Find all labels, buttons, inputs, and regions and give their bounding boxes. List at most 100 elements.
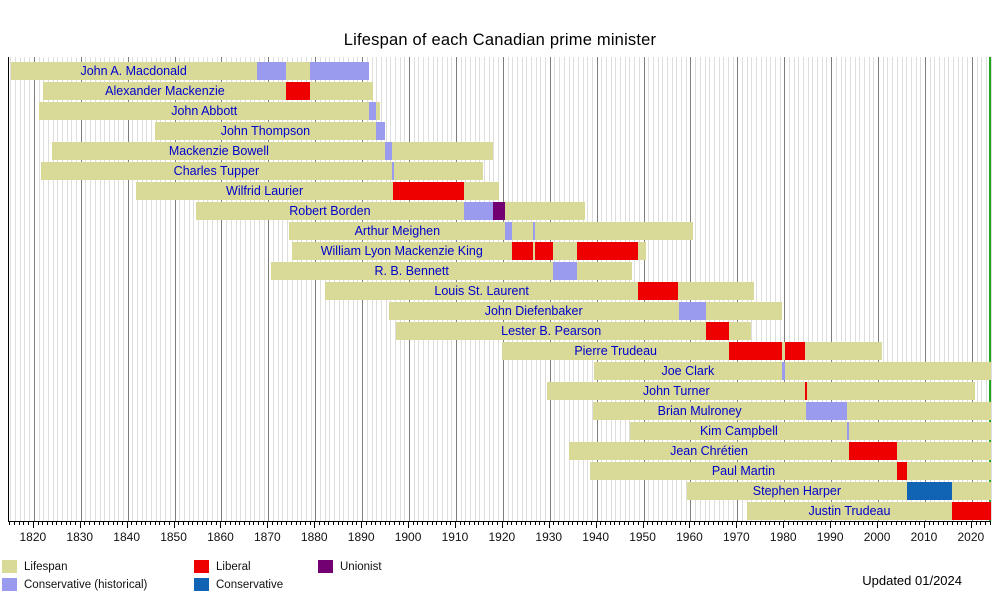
axis-tick-label: 1860 (207, 530, 234, 544)
axis-minor-tick (717, 522, 719, 525)
lifespan-bar (388, 302, 783, 320)
decade-gridline (127, 57, 129, 521)
axis-major-tick (783, 522, 785, 528)
pm-name-label: Stephen Harper (752, 484, 842, 498)
axis-minor-tick (248, 522, 250, 525)
term-segment (385, 142, 392, 160)
legend-label: Unionist (340, 560, 382, 573)
axis-minor-tick (797, 522, 799, 525)
year-gridline (990, 57, 992, 521)
year-gridline (849, 57, 851, 521)
pm-name-label: Kim Campbell (699, 424, 778, 438)
axis-minor-tick (84, 522, 86, 525)
term-segment (512, 242, 534, 260)
term-segment (705, 322, 730, 340)
axis-minor-tick (755, 522, 757, 525)
axis-minor-tick (403, 522, 405, 525)
year-gridline (151, 57, 153, 521)
axis-minor-tick (764, 522, 766, 525)
axis-minor-tick (647, 522, 649, 525)
term-segment (805, 382, 808, 400)
axis-minor-tick (365, 522, 367, 525)
year-gridline (962, 57, 964, 521)
axis-minor-tick (187, 522, 189, 525)
axis-minor-tick (286, 522, 288, 525)
legend-label: Liberal (216, 560, 251, 573)
lifespan-bar (325, 282, 754, 300)
year-gridline (934, 57, 936, 521)
axis-minor-tick (257, 522, 259, 525)
year-gridline (62, 57, 63, 521)
axis-minor-tick (370, 522, 372, 525)
year-gridline (882, 57, 884, 521)
legend-swatch (2, 560, 17, 573)
pm-name-label: John Turner (642, 384, 710, 398)
year-gridline (122, 57, 124, 521)
year-gridline (263, 57, 265, 521)
year-gridline (19, 57, 21, 521)
axis-minor-tick (703, 522, 705, 525)
year-gridline (319, 57, 321, 521)
year-gridline (188, 57, 190, 521)
axis-tick-label: 1840 (113, 530, 141, 544)
axis-minor-tick (853, 522, 855, 525)
term-segment (806, 402, 848, 420)
axis-minor-tick (46, 522, 48, 525)
year-gridline (840, 57, 842, 521)
pm-name-label: Louis St. Laurent (434, 284, 529, 298)
decade-gridline (784, 57, 786, 521)
axis-minor-tick (562, 522, 564, 525)
axis-minor-tick (295, 522, 297, 525)
axis-major-tick (361, 522, 363, 528)
term-segment (492, 202, 506, 220)
axis-minor-tick (708, 522, 710, 525)
axis-minor-tick (909, 522, 911, 525)
axis-minor-tick (389, 522, 391, 525)
axis-minor-tick (150, 522, 152, 525)
axis-major-tick (267, 522, 269, 528)
legend-label: Lifespan (24, 560, 68, 573)
axis-minor-tick (741, 522, 743, 525)
axis-minor-tick (318, 522, 320, 525)
year-gridline (756, 57, 758, 521)
axis-minor-tick (328, 522, 330, 525)
year-gridline (854, 57, 856, 521)
year-gridline (821, 57, 823, 521)
year-gridline (770, 57, 772, 521)
axis-minor-tick (272, 522, 274, 525)
axis-minor-tick (159, 522, 161, 525)
lifespan-bar (289, 222, 694, 240)
year-gridline (817, 57, 819, 521)
axis-minor-tick (229, 522, 231, 525)
year-gridline (113, 57, 115, 521)
term-segment (286, 82, 310, 100)
legend-column: Lifespan Conservative (historical) (2, 560, 147, 596)
axis-minor-tick (333, 522, 335, 525)
term-segment (638, 282, 679, 300)
term-segment (896, 462, 907, 480)
chart-title: Lifespan of each Canadian prime minister (343, 31, 657, 49)
pm-name-label: Justin Trudeau (808, 504, 891, 518)
axis-tick-label: 1960 (676, 530, 703, 544)
axis-minor-tick (938, 522, 940, 525)
decade-gridline (221, 57, 223, 521)
axis-minor-tick (356, 522, 358, 525)
axis-minor-tick (956, 522, 958, 525)
axis-major-tick (126, 522, 128, 528)
axis-minor-tick (379, 522, 381, 525)
axis-minor-tick (412, 522, 414, 525)
axis-minor-tick (117, 522, 119, 525)
pm-name-label: Charles Tupper (173, 164, 260, 178)
axis-minor-tick (623, 522, 625, 525)
axis-minor-tick (680, 522, 682, 525)
year-gridline (249, 57, 251, 521)
axis-minor-tick (478, 522, 480, 525)
term-segment (256, 62, 287, 80)
pm-name-label: Mackenzie Bowell (168, 144, 269, 158)
year-gridline (301, 57, 303, 521)
year-gridline (15, 57, 17, 521)
axis-minor-tick (712, 522, 714, 525)
axis-minor-tick (933, 522, 935, 525)
pm-name-label: Joe Clark (661, 364, 715, 378)
year-gridline (765, 57, 767, 521)
